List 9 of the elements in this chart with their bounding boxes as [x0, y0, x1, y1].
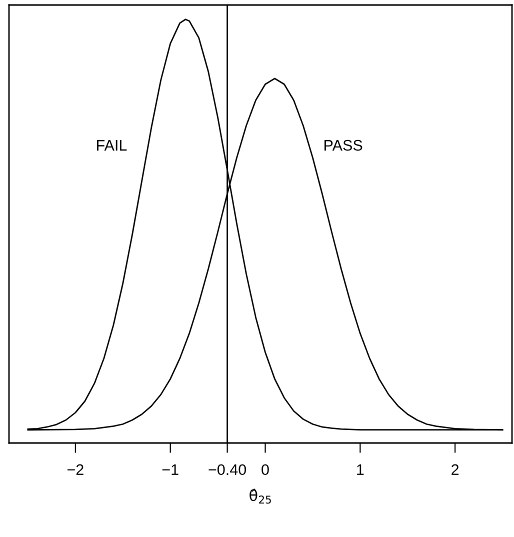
x-tick-label: −2	[67, 464, 84, 475]
x-tick-label: −1	[162, 464, 178, 475]
series-label: PASS	[324, 140, 362, 151]
x-axis-title: θ̂$_{25}$	[250, 488, 271, 504]
x-tick-label: −0.40	[208, 464, 246, 476]
series-label: FAIL	[97, 140, 127, 151]
x-tick-label: 2	[452, 464, 459, 475]
x-tick-label: 1	[357, 464, 364, 475]
x-tick-label: 0	[262, 464, 269, 476]
